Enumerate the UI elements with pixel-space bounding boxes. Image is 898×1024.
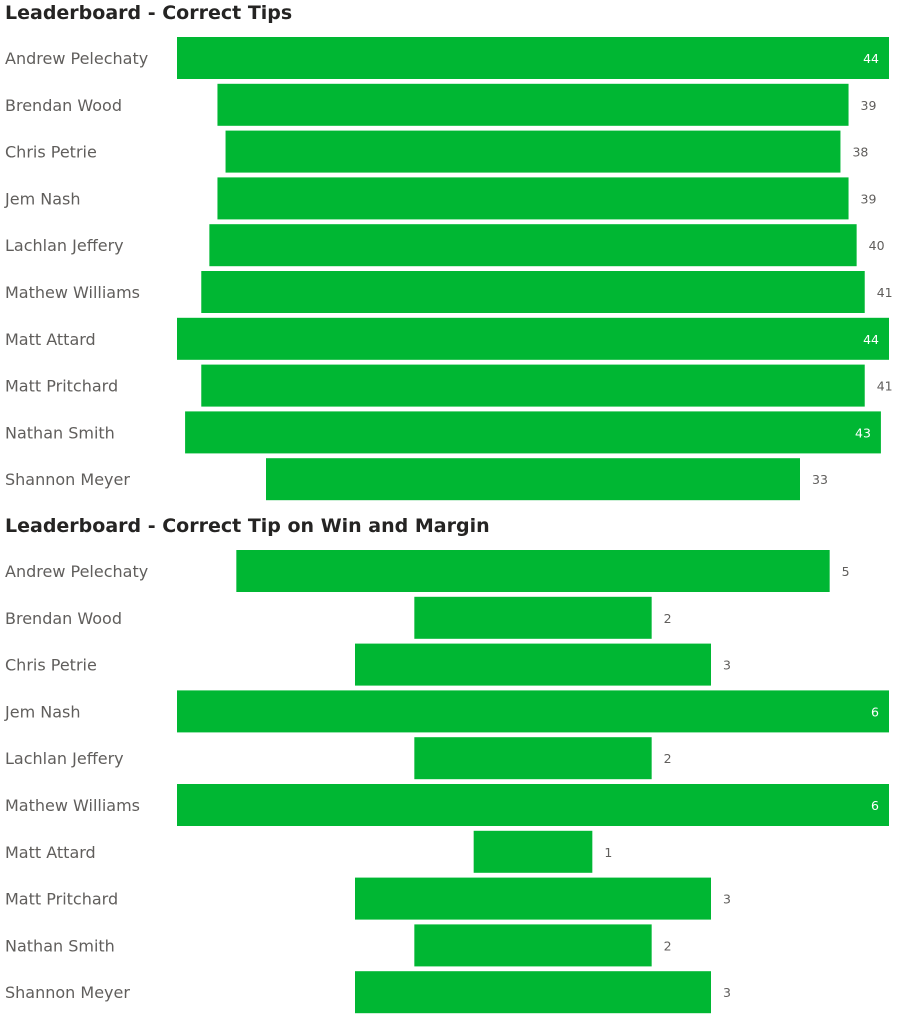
chart-2-plot: Andrew Pelechaty 5 Brendan Wood 2 Chris Petr…	[4, 550, 889, 1014]
chart-1-title: Leaderboard - Correct Tips	[5, 2, 293, 24]
bar[interactable]	[236, 550, 830, 592]
category-label: Matt Attard	[5, 843, 96, 862]
category-label: Brendan Wood	[5, 96, 122, 115]
category-label: Mathew Williams	[5, 796, 140, 815]
bar[interactable]	[217, 177, 849, 220]
bar[interactable]	[217, 83, 849, 126]
bar[interactable]	[355, 877, 711, 920]
bar[interactable]	[473, 830, 593, 873]
category-label: Matt Pritchard	[5, 377, 118, 396]
category-label: Andrew Pelechaty	[5, 562, 148, 581]
category-label: Matt Attard	[5, 330, 96, 349]
bar[interactable]	[185, 411, 881, 454]
bar[interactable]	[355, 971, 711, 1014]
category-label: Mathew Williams	[5, 283, 140, 302]
category-label: Matt Pritchard	[5, 890, 118, 909]
category-label: Andrew Pelechaty	[5, 49, 148, 68]
data-label: 1	[604, 845, 612, 860]
data-label: 3	[723, 892, 731, 907]
bar[interactable]	[201, 271, 865, 313]
category-label: Chris Petrie	[5, 656, 97, 675]
bar[interactable]	[266, 458, 800, 501]
category-label: Shannon Meyer	[5, 470, 130, 489]
data-label: 43	[855, 425, 871, 440]
category-label: Nathan Smith	[5, 936, 115, 955]
data-label: 41	[877, 379, 893, 394]
bar[interactable]	[209, 224, 857, 267]
bar[interactable]	[201, 364, 865, 407]
category-label: Lachlan Jeffery	[5, 749, 124, 768]
data-label: 44	[863, 332, 879, 347]
data-label: 41	[877, 285, 893, 300]
data-label: 2	[664, 611, 672, 626]
data-label: 2	[664, 938, 672, 953]
category-label: Jem Nash	[4, 189, 80, 208]
category-label: Shannon Meyer	[5, 983, 130, 1002]
data-label: 6	[871, 704, 879, 719]
bar[interactable]	[414, 737, 652, 780]
data-label: 38	[852, 145, 868, 160]
bar[interactable]	[177, 784, 889, 826]
bar[interactable]	[177, 317, 889, 360]
bar[interactable]	[355, 643, 711, 686]
data-label: 39	[861, 191, 877, 206]
chart-2-title: Leaderboard - Correct Tip on Win and Mar…	[5, 515, 490, 537]
category-label: Jem Nash	[4, 702, 80, 721]
category-label: Chris Petrie	[5, 143, 97, 162]
category-label: Lachlan Jeffery	[5, 236, 124, 255]
data-label: 39	[861, 98, 877, 113]
chart-1-plot: Andrew Pelechaty 44 Brendan Wood 39 Chris Pe…	[4, 37, 893, 501]
data-label: 6	[871, 798, 879, 813]
bar[interactable]	[177, 690, 889, 733]
data-label: 33	[812, 472, 828, 487]
bar[interactable]	[414, 924, 652, 967]
category-label: Brendan Wood	[5, 609, 122, 628]
data-label: 3	[723, 985, 731, 1000]
bar[interactable]	[177, 37, 889, 79]
data-label: 5	[842, 564, 850, 579]
data-label: 3	[723, 658, 731, 673]
data-label: 44	[863, 51, 879, 66]
category-label: Nathan Smith	[5, 423, 115, 442]
bar[interactable]	[414, 596, 652, 639]
bar[interactable]	[225, 130, 841, 173]
data-label: 2	[664, 751, 672, 766]
data-label: 40	[869, 238, 885, 253]
